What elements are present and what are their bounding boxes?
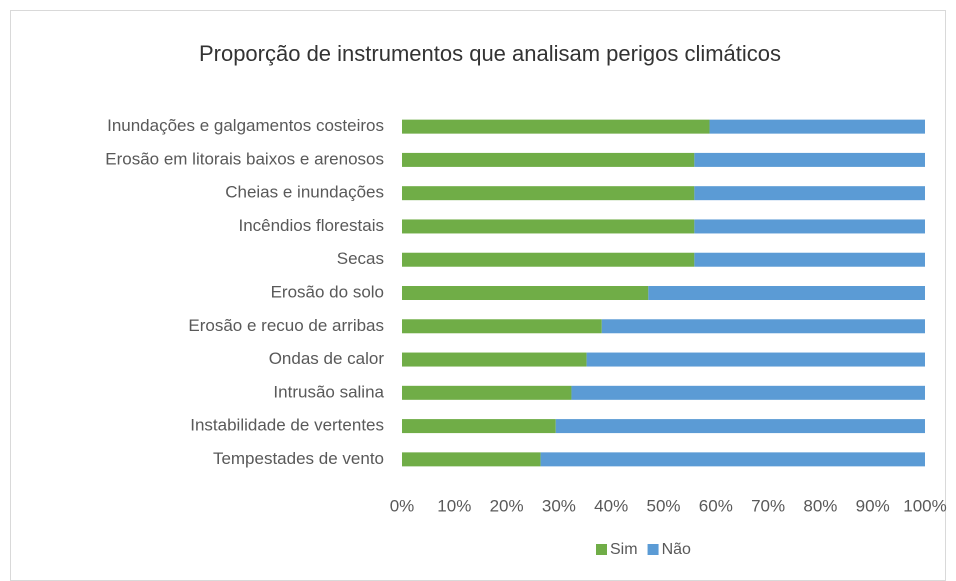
- y-tick-label: Incêndios florestais: [238, 216, 384, 235]
- x-tick-label: 50%: [646, 496, 680, 515]
- x-tick-label: 90%: [856, 496, 890, 515]
- bar-segment: [402, 286, 649, 300]
- bar-segment: [694, 152, 925, 167]
- bar-segment: [402, 352, 587, 367]
- chart-title: Proporção de instrumentos que analisam p…: [199, 41, 781, 66]
- legend-label: Sim: [610, 541, 638, 558]
- bar-segment: [402, 119, 710, 134]
- bar-segment: [402, 152, 695, 167]
- x-tick-label: 40%: [594, 496, 628, 515]
- y-tick-label: Ondas de calor: [269, 349, 385, 368]
- legend-label: Não: [662, 541, 691, 558]
- x-tick-label: 80%: [803, 496, 837, 515]
- bar-segment: [402, 252, 695, 267]
- y-tick-label: Secas: [337, 249, 384, 268]
- y-tick-label: Erosão em litorais baixos e arenosos: [105, 149, 384, 168]
- y-tick-label: Erosão do solo: [271, 282, 384, 301]
- y-tick-label: Instabilidade de vertentes: [190, 416, 384, 435]
- y-tick-label: Erosão e recuo de arribas: [188, 316, 384, 335]
- y-tick-label: Intrusão salina: [273, 382, 384, 401]
- bar-segment: [402, 419, 556, 434]
- bar-segment: [555, 419, 925, 434]
- bar-segment: [709, 119, 925, 134]
- bar-segment: [694, 219, 925, 234]
- x-tick-label: 100%: [903, 496, 946, 515]
- bar-segment: [694, 252, 925, 267]
- x-tick-label: 60%: [699, 496, 733, 515]
- x-tick-label: 30%: [542, 496, 576, 515]
- y-tick-label: Cheias e inundações: [225, 183, 384, 202]
- bar-segment: [402, 319, 602, 334]
- bar-segment: [648, 286, 925, 300]
- x-tick-label: 10%: [437, 496, 471, 515]
- y-tick-label: Tempestades de vento: [213, 449, 384, 468]
- y-tick-label: Inundações e galgamentos costeiros: [107, 116, 384, 135]
- legend-swatch: [647, 544, 659, 555]
- bar-segment: [402, 452, 541, 467]
- bar-segment: [402, 219, 695, 234]
- bar-segment: [402, 385, 572, 400]
- bar-segment: [601, 319, 925, 334]
- bar-segment: [571, 385, 925, 400]
- bar-segment: [540, 452, 925, 467]
- x-tick-label: 20%: [490, 496, 524, 515]
- legend-swatch: [596, 544, 607, 555]
- x-tick-label: 0%: [390, 496, 415, 515]
- bar-segment: [402, 186, 695, 201]
- bar-segment: [694, 186, 925, 201]
- x-tick-label: 70%: [751, 496, 785, 515]
- bar-segment: [586, 352, 925, 367]
